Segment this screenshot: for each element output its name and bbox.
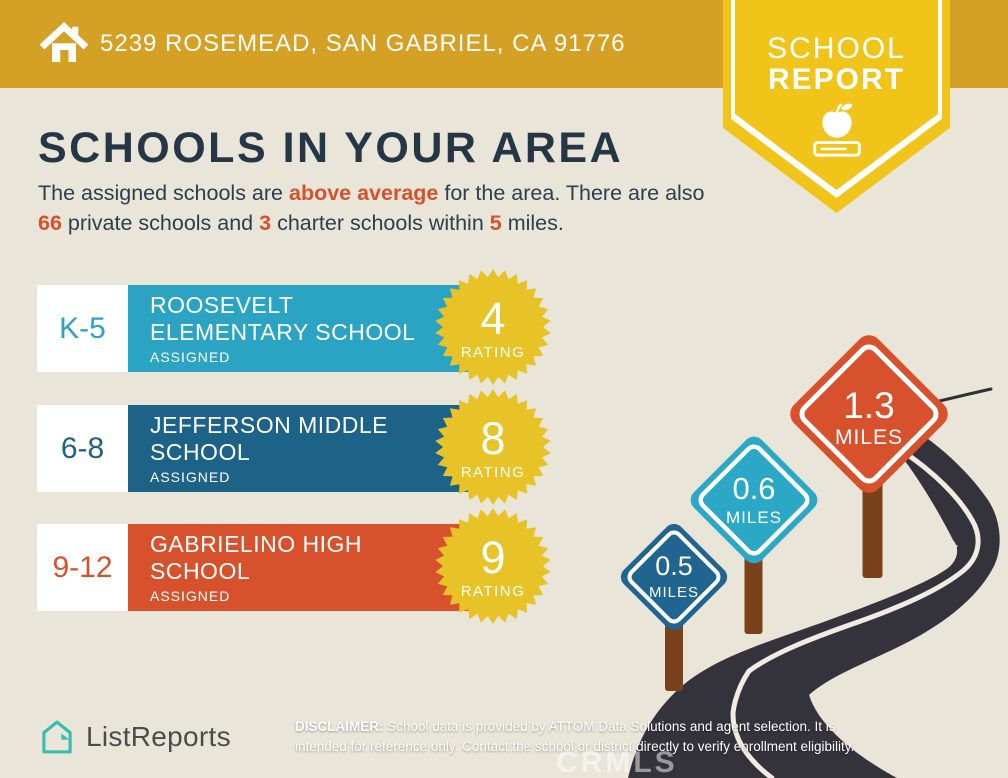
sign-unit: MILES — [649, 584, 699, 601]
school-name: ROOSEVELT ELEMENTARY SCHOOL — [150, 292, 416, 345]
distance-sign-1-3: 1.3 MILES — [790, 335, 948, 493]
sign-border — [698, 444, 810, 556]
subtitle-text: The assigned schools are — [38, 181, 289, 205]
house-icon — [40, 22, 88, 62]
school-bar: ROOSEVELT ELEMENTARY SCHOOL ASSIGNED — [128, 285, 485, 372]
page-title: SCHOOLS IN YOUR AREA — [38, 124, 624, 172]
brand-name: ListReports — [86, 721, 231, 752]
subtitle-text: miles. — [501, 211, 564, 236]
disclaimer-text: School data is provided by ATTOM Data So… — [295, 719, 855, 754]
assigned-label: ASSIGNED — [150, 588, 231, 604]
lane-line — [730, 434, 981, 778]
rating-label: RATING — [460, 344, 526, 361]
sign-unit: MILES — [835, 426, 903, 449]
disclaimer: DISCLAIMER: School data is provided by A… — [295, 717, 890, 756]
distance-sign-0-5: 0.5 MILES — [620, 523, 728, 631]
sign-diamond — [620, 523, 728, 631]
starburst-icon — [435, 508, 551, 624]
rating-label: RATING — [460, 464, 526, 481]
rating-badge: 8 RATING — [433, 387, 553, 507]
sign-post-mid — [744, 540, 763, 634]
disclaimer-label: DISCLAIMER: — [295, 719, 384, 734]
subtitle-text: for the area. There are also — [438, 181, 705, 205]
grade-range: 9-12 — [37, 524, 128, 611]
grade-range: K-5 — [37, 285, 128, 372]
listreports-logo-icon — [42, 720, 72, 754]
hairpin-gap — [893, 545, 958, 582]
school-name: JEFFERSON MIDDLE SCHOOL — [150, 412, 389, 465]
sign-distance: 0.6 — [732, 471, 775, 506]
starburst-icon — [435, 389, 551, 505]
rating-badge: 9 RATING — [433, 506, 553, 626]
sign-distance: 1.3 — [843, 385, 894, 426]
starburst-icon — [435, 269, 551, 385]
property-address: 5239 ROSEMEAD, SAN GABRIEL, CA 91776 — [100, 30, 626, 57]
subtitle: The assigned schools are above average f… — [38, 178, 706, 238]
subtitle-highlight-above-average: above average — [288, 181, 439, 205]
sign-distance: 0.5 — [655, 551, 693, 581]
sign-diamond — [690, 436, 818, 564]
school-bar: GABRIELINO HIGH SCHOOL ASSIGNED — [128, 524, 485, 611]
school-bar: JEFFERSON MIDDLE SCHOOL ASSIGNED — [128, 405, 485, 492]
sign-diamond — [790, 335, 948, 493]
rating-value: 9 — [480, 532, 506, 583]
crmls-watermark: CRMLS — [556, 746, 678, 778]
assigned-label: ASSIGNED — [150, 349, 231, 365]
road-body — [628, 405, 1000, 778]
sign-border — [627, 530, 721, 624]
sign-unit: MILES — [726, 508, 782, 527]
rating-value: 4 — [480, 293, 506, 344]
subtitle-text: charter schools within — [271, 211, 490, 236]
grade-range: 6-8 — [37, 405, 128, 492]
subtitle-text: private schools and — [61, 211, 260, 236]
rating-label: RATING — [460, 583, 526, 600]
ribbon-title-line1: SCHOOL — [767, 32, 906, 65]
apple-on-book-icon — [813, 103, 861, 157]
rating-badge: 4 RATING — [433, 267, 553, 387]
sign-post-near — [665, 610, 683, 691]
footer: ListReports DISCLAIMER: School data is p… — [0, 700, 1008, 778]
subtitle-highlight-charter-count: 3 — [259, 211, 272, 236]
ribbon-title-line2: REPORT — [767, 63, 905, 96]
distance-sign-0-6: 0.6 MILES — [690, 436, 818, 564]
subtitle-highlight-private-count: 66 — [38, 211, 62, 236]
assigned-label: ASSIGNED — [150, 469, 231, 485]
rating-value: 8 — [480, 413, 506, 464]
school-name: GABRIELINO HIGH SCHOOL — [150, 531, 362, 584]
subtitle-highlight-miles: 5 — [489, 211, 502, 236]
sign-border — [799, 344, 939, 484]
school-report-ribbon: SCHOOL REPORT — [723, 0, 950, 213]
